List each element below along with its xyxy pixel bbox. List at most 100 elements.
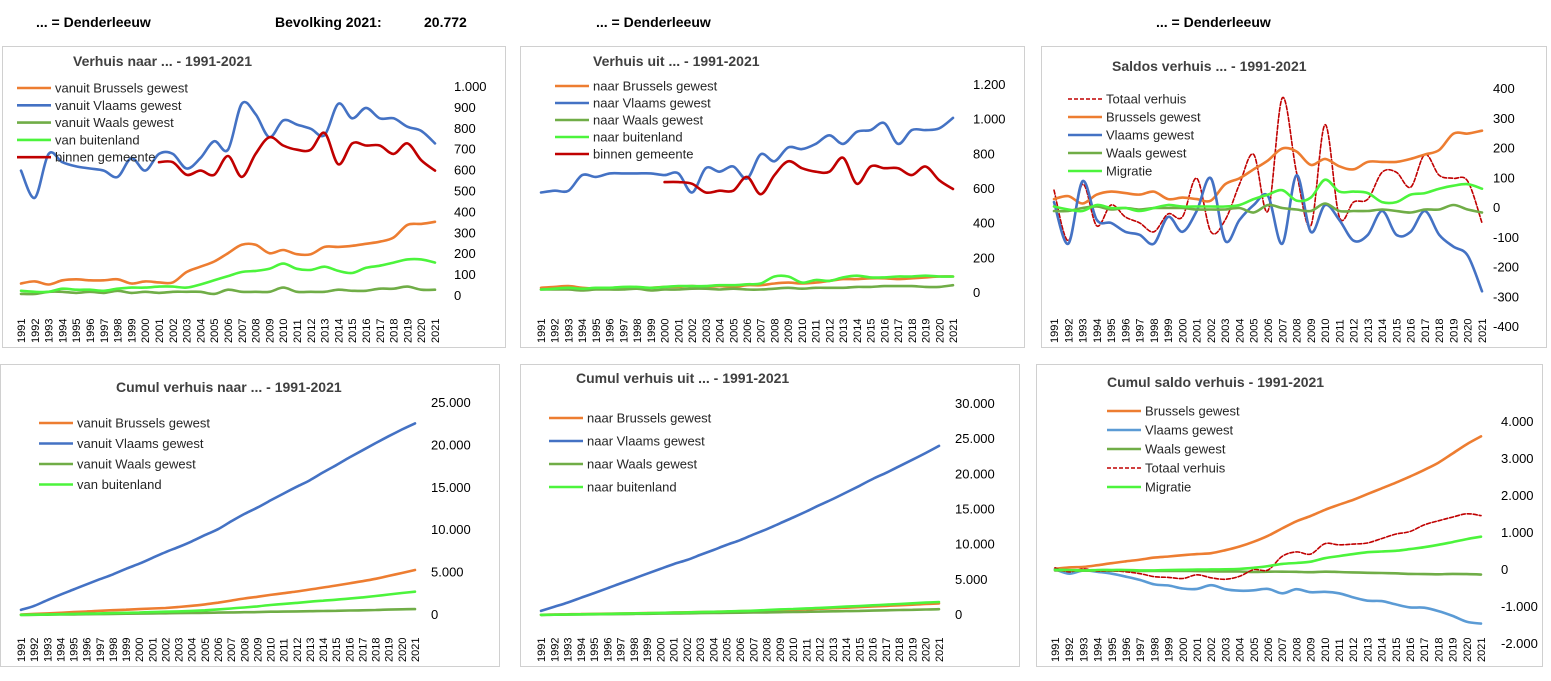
y-tick-label: 3.000 [1501, 451, 1534, 466]
x-tick-label: 2003 [1220, 638, 1232, 662]
chart-svg: Cumul saldo verhuis - 1991-2021 -2.000 -1.… [1050, 374, 1538, 662]
y-tick-label: 1.000 [1501, 525, 1534, 540]
header-gemeente-3: ... = Denderleeuw [1156, 14, 1271, 30]
x-tick-label: 1995 [71, 319, 83, 343]
x-tick-label: 2019 [402, 319, 414, 343]
x-tick-label: 1996 [82, 638, 94, 662]
x-tick-label: 2004 [708, 638, 720, 662]
y-tick-label: 900 [454, 100, 476, 115]
x-tick-label: 2016 [868, 638, 880, 662]
x-tick-label: 2000 [655, 638, 667, 662]
y-tick-label: 100 [454, 267, 476, 282]
x-tick-label: 2018 [907, 319, 919, 343]
y-tick-label: 0 [973, 285, 980, 300]
y-tick-label: 600 [454, 163, 476, 178]
chart-verhuis-naar: Verhuis naar ... - 1991-2021 0 100 200 300 40… [2, 46, 506, 348]
series-line [19, 220, 437, 286]
x-tick-label: 2002 [160, 638, 172, 662]
x-tick-label: 2001 [1192, 638, 1204, 662]
x-tick-label: 2007 [226, 638, 238, 662]
y-tick-label: 15.000 [431, 480, 471, 495]
series-line [1052, 129, 1484, 205]
series-line [19, 590, 417, 617]
x-tick-label: 1995 [589, 638, 601, 662]
series-line [539, 600, 941, 617]
series-line [539, 444, 941, 613]
x-tick-label: 1998 [1149, 638, 1161, 662]
x-tick-label: 2020 [1462, 638, 1474, 662]
x-tick-label: 2003 [1220, 319, 1232, 343]
y-tick-label: 1.200 [973, 77, 1006, 92]
legend-label: binnen gemeente [55, 150, 155, 165]
chart-cumul-verhuis-uit: Cumul verhuis uit ... - 1991-2021 0 5.000 1… [520, 364, 1020, 667]
legend-label: Waals gewest [1145, 442, 1226, 457]
series-line [1053, 535, 1483, 572]
x-tick-label: 1995 [1106, 319, 1118, 343]
legend-label: Migratie [1145, 480, 1191, 495]
x-tick-label: 2006 [742, 319, 754, 343]
x-tick-label: 2004 [1234, 319, 1246, 343]
y-tick-label: 800 [973, 146, 995, 161]
y-tick-label: 2.000 [1501, 488, 1534, 503]
chart-svg: Verhuis uit ... - 1991-2021 0 200 400 600 800… [536, 53, 1006, 343]
x-tick-label: 2002 [682, 638, 694, 662]
x-tick-label: 2018 [371, 638, 383, 662]
x-tick-label: 2000 [1178, 638, 1190, 662]
x-tick-label: 1998 [1149, 319, 1161, 343]
legend-label: Waals gewest [1106, 146, 1187, 161]
x-tick-label: 2004 [195, 319, 207, 343]
chart-title: Cumul saldo verhuis - 1991-2021 [1107, 374, 1324, 390]
x-tick-label: 2020 [1463, 319, 1475, 343]
chart-svg: Cumul verhuis naar ... - 1991-2021 0 5.000… [16, 379, 471, 662]
x-tick-label: 2009 [775, 638, 787, 662]
y-tick-label: 30.000 [955, 396, 995, 411]
x-tick-label: 1992 [1063, 319, 1075, 343]
x-tick-label: 1995 [1107, 638, 1119, 662]
x-tick-label: 2014 [1377, 638, 1389, 662]
x-tick-label: 2011 [1334, 638, 1346, 662]
legend-label: naar Brussels gewest [587, 411, 712, 426]
legend-label: van buitenland [55, 132, 140, 147]
x-tick-label: 2006 [1263, 638, 1275, 662]
x-tick-label: 2015 [347, 319, 359, 343]
x-tick-label: 2013 [305, 638, 317, 662]
legend-label: binnen gemeente [593, 147, 693, 162]
x-tick-label: 2000 [134, 638, 146, 662]
x-tick-label: 2000 [660, 319, 672, 343]
y-tick-label: 1.000 [973, 112, 1006, 127]
x-tick-label: 1994 [57, 319, 69, 343]
x-tick-label: 2006 [213, 638, 225, 662]
x-tick-label: 2014 [318, 638, 330, 662]
x-tick-label: 2020 [934, 319, 946, 343]
y-tick-label: 10.000 [431, 522, 471, 537]
x-tick-label: 2004 [187, 638, 199, 662]
x-tick-label: 1994 [576, 638, 588, 662]
x-tick-label: 2001 [147, 638, 159, 662]
y-tick-label: 400 [973, 216, 995, 231]
y-tick-label: 5.000 [955, 572, 988, 587]
series-line [663, 156, 955, 196]
x-tick-label: 2009 [1306, 319, 1318, 343]
x-tick-label: 2021 [1477, 319, 1489, 343]
x-tick-label: 1991 [536, 319, 548, 343]
x-tick-label: 2021 [934, 638, 946, 662]
x-tick-label: 2013 [1363, 319, 1375, 343]
x-tick-label: 2017 [1420, 319, 1432, 343]
x-tick-label: 2017 [1419, 638, 1431, 662]
y-tick-label: 400 [1493, 81, 1515, 96]
legend-label: naar Vlaams gewest [587, 434, 705, 449]
series-line [539, 116, 955, 194]
y-tick-label: -300 [1493, 289, 1519, 304]
x-tick-label: 1994 [1092, 319, 1104, 343]
x-tick-label: 2005 [1249, 638, 1261, 662]
y-tick-label: -2.000 [1501, 636, 1538, 651]
x-tick-label: 1993 [42, 638, 54, 662]
x-tick-label: 1999 [642, 638, 654, 662]
x-tick-label: 2002 [1206, 319, 1218, 343]
x-tick-label: 2002 [687, 319, 699, 343]
x-tick-label: 1991 [536, 638, 548, 662]
x-tick-label: 2005 [209, 319, 221, 343]
x-tick-label: 1998 [632, 319, 644, 343]
x-tick-label: 1992 [550, 319, 562, 343]
chart-svg: Saldos verhuis ... - 1991-2021 -400 -300 -2… [1049, 58, 1519, 343]
